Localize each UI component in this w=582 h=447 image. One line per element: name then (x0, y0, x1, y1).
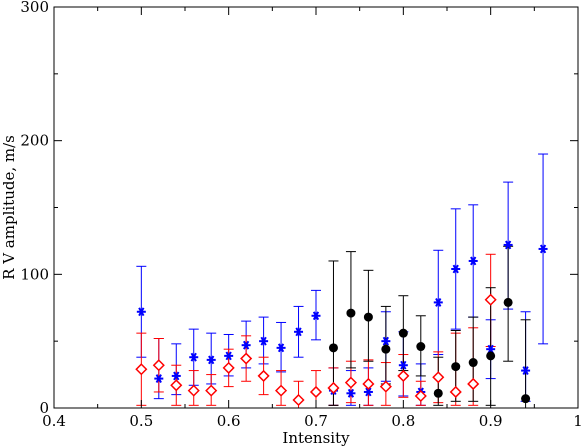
data-point-circle (486, 351, 496, 361)
data-point-circle (363, 312, 373, 322)
data-point-diamond (257, 369, 270, 382)
x-tick-label: 0.9 (479, 412, 503, 430)
data-point-asterisk (381, 336, 391, 346)
data-point-asterisk (346, 388, 356, 398)
data-point-circle (503, 297, 513, 307)
data-point-circle (328, 343, 338, 353)
data-point-diamond (449, 385, 462, 399)
error-bars (136, 153, 549, 409)
data-point-diamond (292, 393, 305, 407)
data-point-diamond (170, 379, 183, 392)
data-point-asterisk (136, 307, 146, 317)
data-point-diamond (135, 363, 148, 376)
data-point-diamond (222, 361, 235, 374)
x-tick-label: 0.7 (304, 412, 328, 430)
data-point-asterisk (503, 240, 513, 250)
x-axis-label: Intensity (282, 429, 350, 447)
data-point-diamond (379, 380, 392, 393)
data-point-asterisk (538, 244, 548, 254)
data-point-asterisk (206, 355, 216, 365)
y-tick-label: 200 (20, 132, 49, 150)
y-tick-label: 100 (20, 265, 49, 283)
data-point-asterisk (521, 366, 531, 375)
data-point-diamond (432, 371, 445, 384)
plot-frame (53, 6, 579, 409)
data-point-asterisk (294, 327, 304, 337)
x-tick-label: 0.5 (129, 412, 153, 430)
y-tick-label: 300 (20, 0, 49, 16)
data-point-diamond (205, 384, 218, 397)
data-point-asterisk (451, 264, 461, 274)
data-point-circle (416, 342, 426, 352)
data-point-diamond (362, 377, 375, 391)
data-point-asterisk (433, 297, 443, 307)
data-point-diamond (467, 377, 480, 391)
data-point-asterisk (189, 352, 199, 362)
x-tick-label: 0.8 (391, 412, 415, 430)
data-point-diamond (152, 359, 165, 372)
data-point-asterisk (363, 387, 373, 397)
data-point-asterisk (311, 311, 321, 321)
markers (135, 240, 548, 407)
data-point-circle (451, 362, 461, 372)
data-point-asterisk (276, 343, 286, 353)
data-point-diamond (397, 369, 410, 382)
axis-ticks: 0.4 0.5 0.6 0.7 0.8 0.9 1 0 100 200 300 (20, 0, 582, 430)
data-point-asterisk (241, 340, 251, 350)
data-point-diamond (484, 293, 497, 306)
x-tick-label: 0.6 (217, 412, 241, 430)
data-point-circle (433, 388, 443, 398)
data-point-asterisk (171, 371, 181, 381)
data-point-diamond (309, 385, 323, 399)
y-axis-label: R V amplitude, m/s (0, 135, 18, 280)
data-point-diamond (414, 389, 427, 403)
data-point-circle (381, 344, 391, 354)
data-point-diamond (327, 381, 340, 395)
data-point-circle (346, 308, 356, 318)
data-point-asterisk (224, 351, 234, 361)
x-tick-label: 0.4 (42, 412, 66, 430)
data-point-asterisk (468, 256, 478, 266)
data-point-diamond (187, 384, 200, 397)
x-tick-label: 1 (573, 412, 582, 430)
data-point-diamond (344, 376, 357, 389)
data-point-asterisk (154, 374, 164, 384)
data-point-asterisk (398, 360, 408, 370)
data-point-circle (521, 394, 531, 404)
y-tick-label: 0 (39, 399, 49, 417)
data-point-diamond (240, 352, 253, 365)
data-point-circle (468, 358, 478, 368)
data-point-asterisk (259, 336, 269, 346)
data-point-circle (398, 328, 408, 338)
data-point-diamond (275, 384, 288, 397)
